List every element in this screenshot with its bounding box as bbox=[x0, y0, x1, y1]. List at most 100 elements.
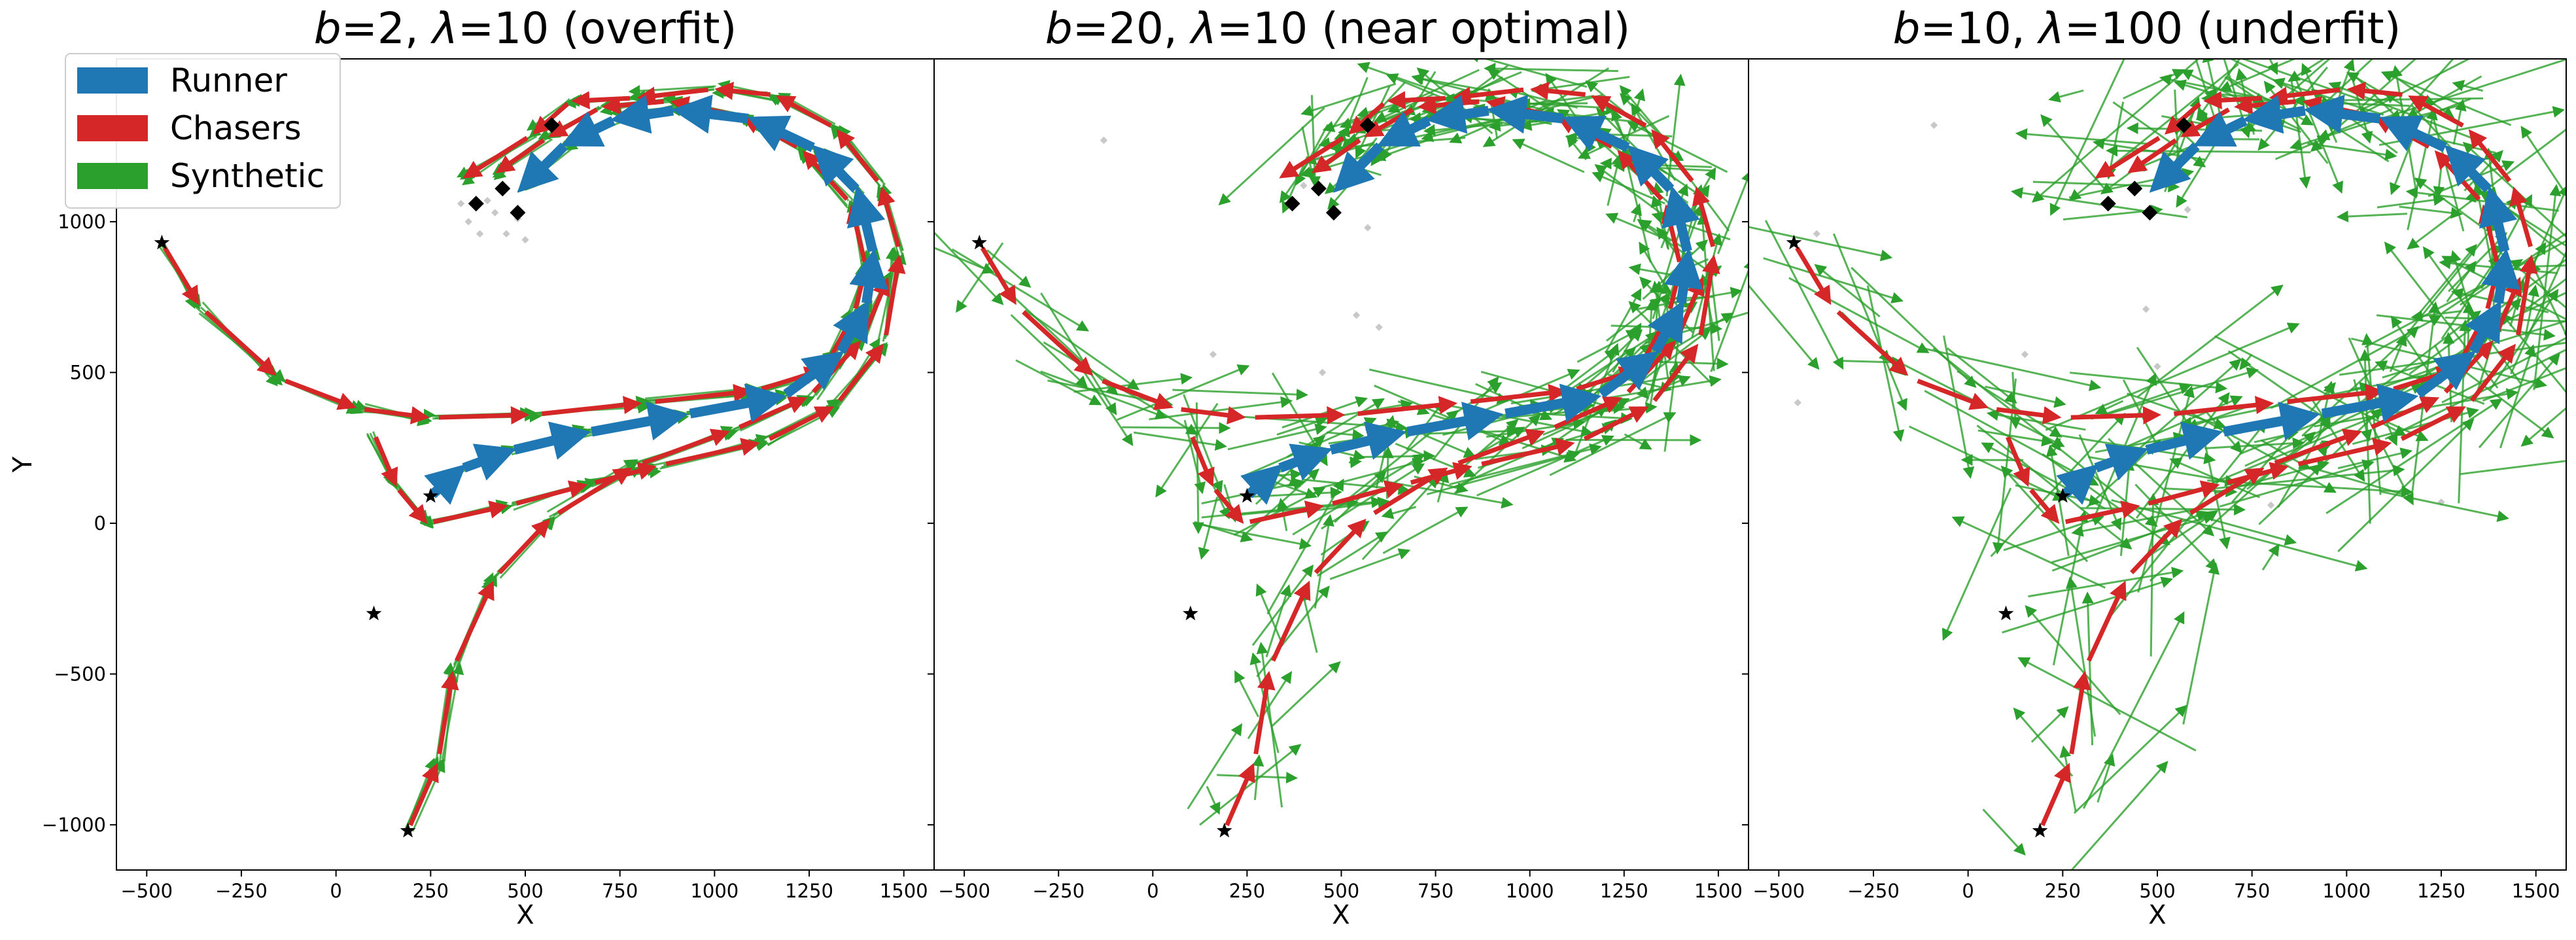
waypoint-marker bbox=[1284, 196, 1300, 212]
runner-arrow bbox=[1333, 142, 1384, 193]
synthetic-arrow bbox=[2376, 194, 2446, 209]
runner-arrow bbox=[1627, 145, 1675, 193]
synthetic-arrow bbox=[1986, 409, 2086, 431]
synthetic-arrow bbox=[1453, 413, 1541, 495]
faded-marker bbox=[1209, 351, 1217, 358]
y-ticks bbox=[928, 220, 934, 826]
runner-arrow bbox=[1406, 402, 1504, 441]
synthetic-arrow bbox=[1317, 531, 1388, 577]
faded-marker bbox=[464, 218, 472, 226]
synthetic-arrow bbox=[1426, 449, 1581, 496]
synthetic-arrow bbox=[2409, 258, 2566, 375]
synthetic-arrow bbox=[2399, 205, 2463, 219]
synthetic-arrow bbox=[1199, 744, 1302, 826]
y-tick-label: 500 bbox=[70, 361, 106, 383]
synthetic-arrow bbox=[2254, 428, 2299, 444]
synthetic-arrow bbox=[2499, 344, 2536, 449]
synthetic-arrow bbox=[2346, 72, 2403, 106]
synthetic-arrow bbox=[1467, 59, 1588, 88]
runner-arrow bbox=[1240, 464, 1283, 505]
runner-arrow bbox=[1425, 95, 1489, 134]
synthetic-arrow bbox=[2337, 418, 2475, 553]
x-tick-label: −250 bbox=[215, 880, 268, 902]
x-tick-label: 1250 bbox=[785, 880, 833, 902]
chaser-arrow bbox=[2029, 488, 2060, 524]
synthetic-arrow bbox=[1716, 169, 1749, 254]
runner-arrow bbox=[1487, 94, 1564, 134]
synthetic-arrow bbox=[1381, 506, 1417, 519]
synthetic-arrow bbox=[1198, 496, 1219, 560]
x-tick-label: 1000 bbox=[2322, 880, 2371, 902]
synthetic-arrow bbox=[934, 231, 1004, 305]
y-tick-label: −500 bbox=[54, 663, 106, 685]
runner-arrow bbox=[2223, 402, 2320, 441]
synthetic-arrow bbox=[1484, 62, 1618, 75]
synthetic-arrow bbox=[2070, 761, 2168, 870]
synthetic-arrow bbox=[1763, 257, 1904, 304]
x-tick-label: 500 bbox=[507, 880, 543, 902]
faded-marker bbox=[457, 200, 465, 207]
start-star-marker bbox=[1239, 487, 1255, 503]
synthetic-arrow bbox=[2500, 312, 2566, 394]
synthetic-arrow bbox=[1605, 288, 1642, 353]
x-tick-label: −500 bbox=[120, 880, 173, 902]
x-tick-label: 250 bbox=[1229, 880, 1265, 902]
chaser-arrow bbox=[204, 310, 277, 376]
synthetic-arrow bbox=[1265, 584, 1292, 657]
chaser-arrow bbox=[285, 379, 357, 410]
synthetic-arrow bbox=[2017, 657, 2197, 752]
synthetic-arrow bbox=[1566, 135, 1588, 160]
runner-arrow bbox=[591, 402, 688, 441]
start-star-marker bbox=[1217, 822, 1232, 838]
y-tick-label: 0 bbox=[94, 512, 106, 534]
panel-title: b=2, λ=10 (overfit) bbox=[314, 3, 737, 54]
synthetic-arrow bbox=[2048, 89, 2084, 103]
runner-arrow bbox=[812, 145, 860, 193]
synthetic-arrow bbox=[499, 517, 555, 579]
chaser-arrow bbox=[1255, 406, 1346, 425]
x-tick-label: −500 bbox=[938, 880, 990, 902]
x-tick-label: 1250 bbox=[2417, 880, 2465, 902]
chaser-arrow bbox=[437, 670, 459, 755]
chaser-arrow bbox=[2274, 428, 2362, 466]
legend-swatch-synthetic bbox=[77, 163, 148, 189]
chaser-arrow bbox=[2070, 406, 2162, 425]
chaser-arrow bbox=[1253, 670, 1276, 755]
runner-arrow bbox=[2303, 94, 2381, 134]
synthetic-arrow bbox=[1512, 139, 1585, 173]
x-tick-label: 1250 bbox=[1600, 880, 1648, 902]
faded-marker bbox=[491, 209, 499, 217]
synthetic-arrow bbox=[1024, 309, 1140, 391]
runner-arrow bbox=[2479, 186, 2518, 252]
synthetic-arrow bbox=[1326, 428, 1365, 441]
x-tick-label: −500 bbox=[1752, 880, 1805, 902]
synthetic-arrow bbox=[1300, 82, 1397, 116]
y-tick-label: −1000 bbox=[42, 814, 106, 836]
chaser-arrow bbox=[374, 436, 398, 487]
runner-arrow bbox=[2146, 421, 2223, 460]
runner-arrow bbox=[517, 142, 568, 193]
runner-arrow bbox=[2481, 248, 2520, 304]
synthetic-arrow bbox=[2003, 514, 2104, 551]
synthetic-arrow bbox=[1187, 723, 1243, 810]
synthetic-arrow bbox=[2195, 113, 2254, 125]
faded-marker bbox=[521, 235, 529, 244]
synthetic-arrow bbox=[2030, 706, 2069, 743]
synthetic-arrow bbox=[1266, 478, 1344, 615]
chaser-arrow bbox=[1357, 396, 1458, 416]
synthetic-arrow bbox=[2267, 59, 2278, 75]
runner-arrow bbox=[2415, 351, 2477, 398]
synthetic-arrow bbox=[2182, 562, 2220, 725]
x-tick-label: 750 bbox=[2234, 880, 2270, 902]
synthetic-arrow bbox=[1301, 126, 1317, 181]
synthetic-arrow bbox=[2288, 59, 2326, 82]
start-star-marker bbox=[2032, 822, 2048, 838]
synthetic-arrow bbox=[2448, 232, 2507, 292]
chaser-arrow bbox=[1481, 438, 1575, 466]
synthetic-arrow bbox=[1281, 396, 1368, 429]
chaser-arrow bbox=[2203, 91, 2263, 110]
y-axis-label: Y bbox=[8, 456, 38, 473]
synthetic-arrow bbox=[2082, 611, 2185, 809]
x-tick-label: 1000 bbox=[690, 880, 739, 902]
